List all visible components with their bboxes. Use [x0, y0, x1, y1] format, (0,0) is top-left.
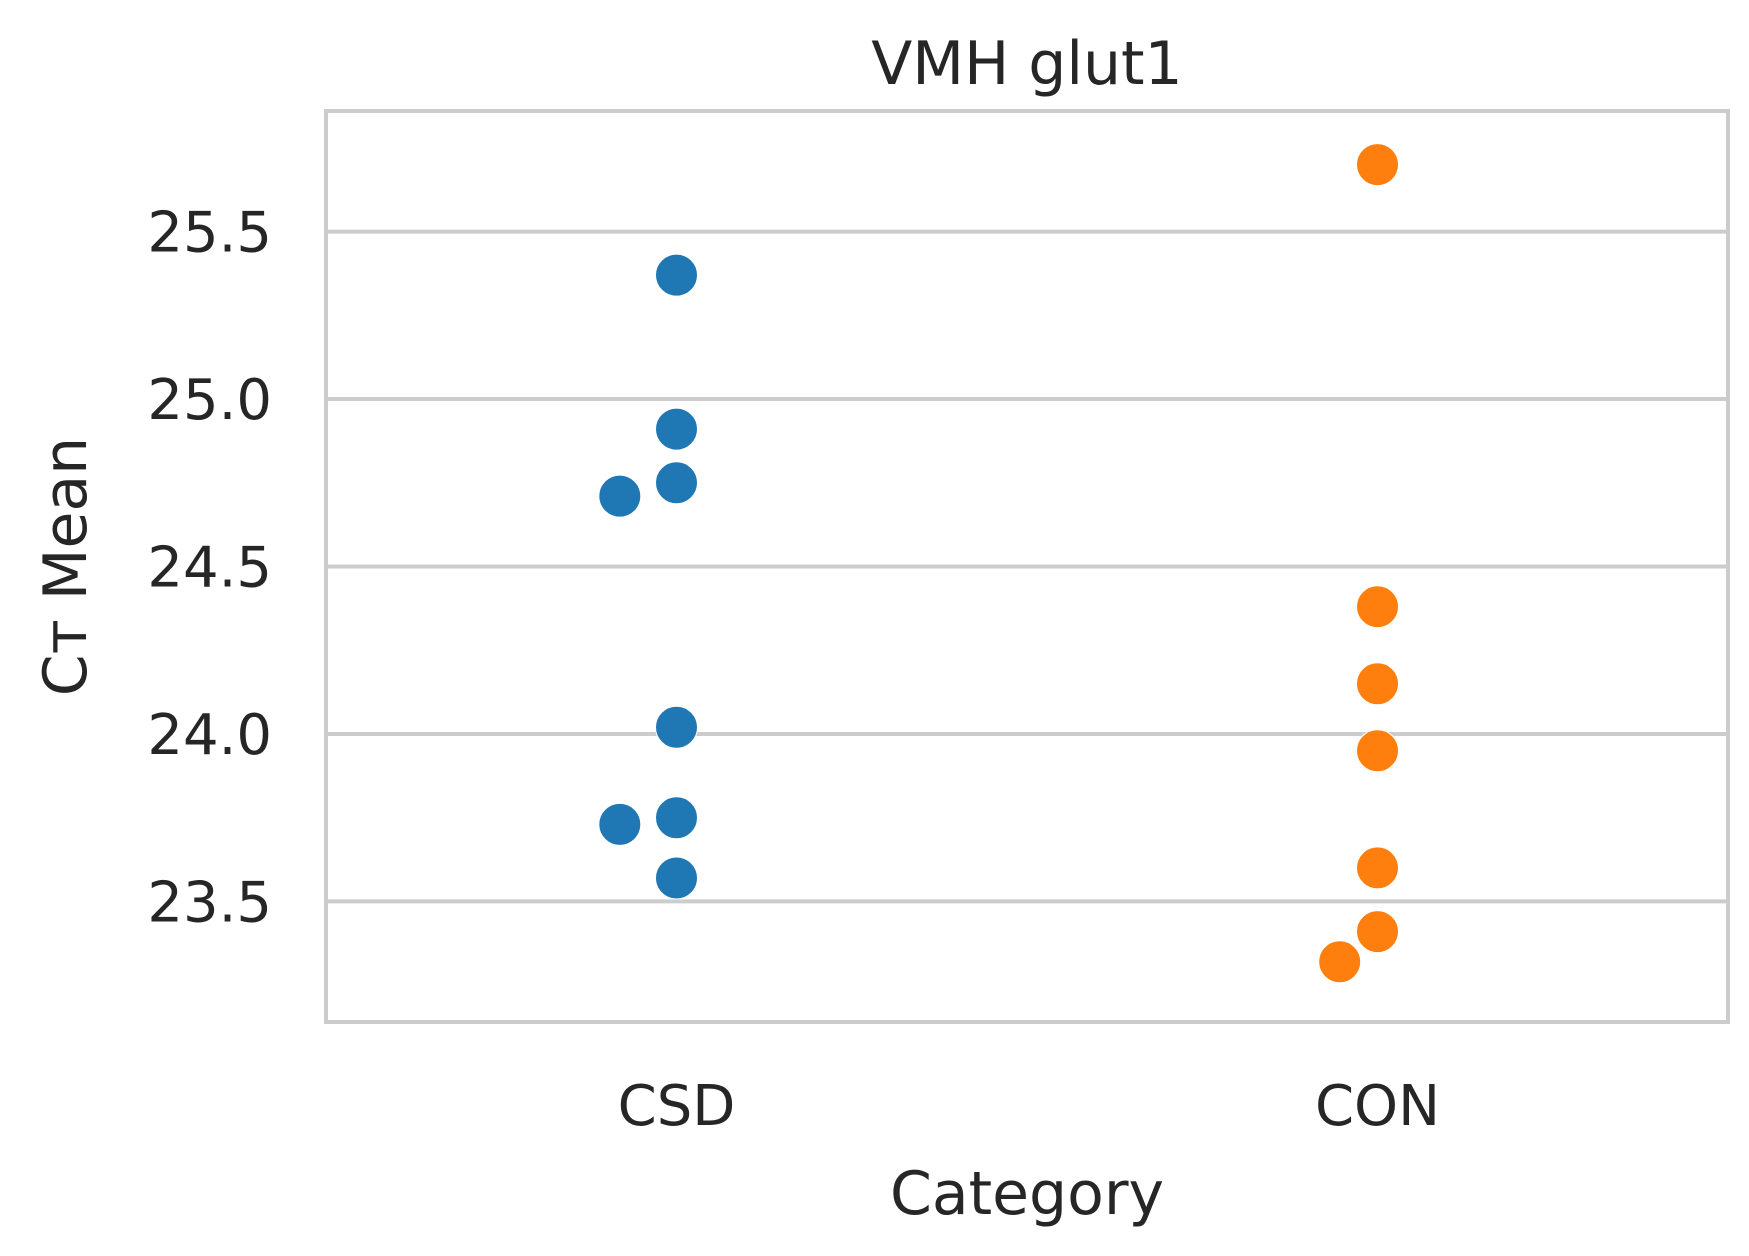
data-point-con	[1356, 143, 1399, 187]
y-tick-label: 25.5	[147, 201, 272, 266]
data-point-csd	[655, 253, 698, 297]
y-tick-label: 24.5	[147, 536, 272, 601]
data-point-csd	[655, 461, 698, 505]
x-tick-labels: CSD CON	[618, 1074, 1440, 1139]
data-point-con	[1356, 910, 1399, 954]
x-tick-label: CSD	[618, 1074, 736, 1139]
data-point-con	[1356, 585, 1399, 629]
data-point-csd	[655, 407, 698, 451]
plot-frame	[324, 109, 1730, 1024]
x-axis-label: Category	[890, 1159, 1164, 1229]
y-axis-label: Cт Mean	[31, 437, 101, 696]
data-point-con	[1356, 662, 1399, 706]
y-tick-label: 24.0	[147, 703, 272, 768]
y-tick-label: 25.0	[147, 368, 272, 433]
data-point-csd	[655, 796, 698, 840]
data-point-csd	[655, 705, 698, 749]
grid-lines	[326, 229, 1728, 904]
data-point-con	[1318, 940, 1362, 984]
data-point-csd	[598, 802, 642, 846]
data-point-csd	[655, 856, 698, 900]
data-point-con	[1356, 729, 1399, 773]
y-tick-label: 23.5	[147, 870, 272, 935]
y-tick-labels: 23.5 24.0 24.5 25.0 25.5	[147, 201, 272, 936]
data-point-csd	[598, 474, 642, 518]
chart-title: VMH glut1	[871, 29, 1182, 99]
data-points	[598, 143, 1399, 984]
data-point-con	[1356, 846, 1399, 890]
x-tick-label: CON	[1315, 1074, 1440, 1139]
